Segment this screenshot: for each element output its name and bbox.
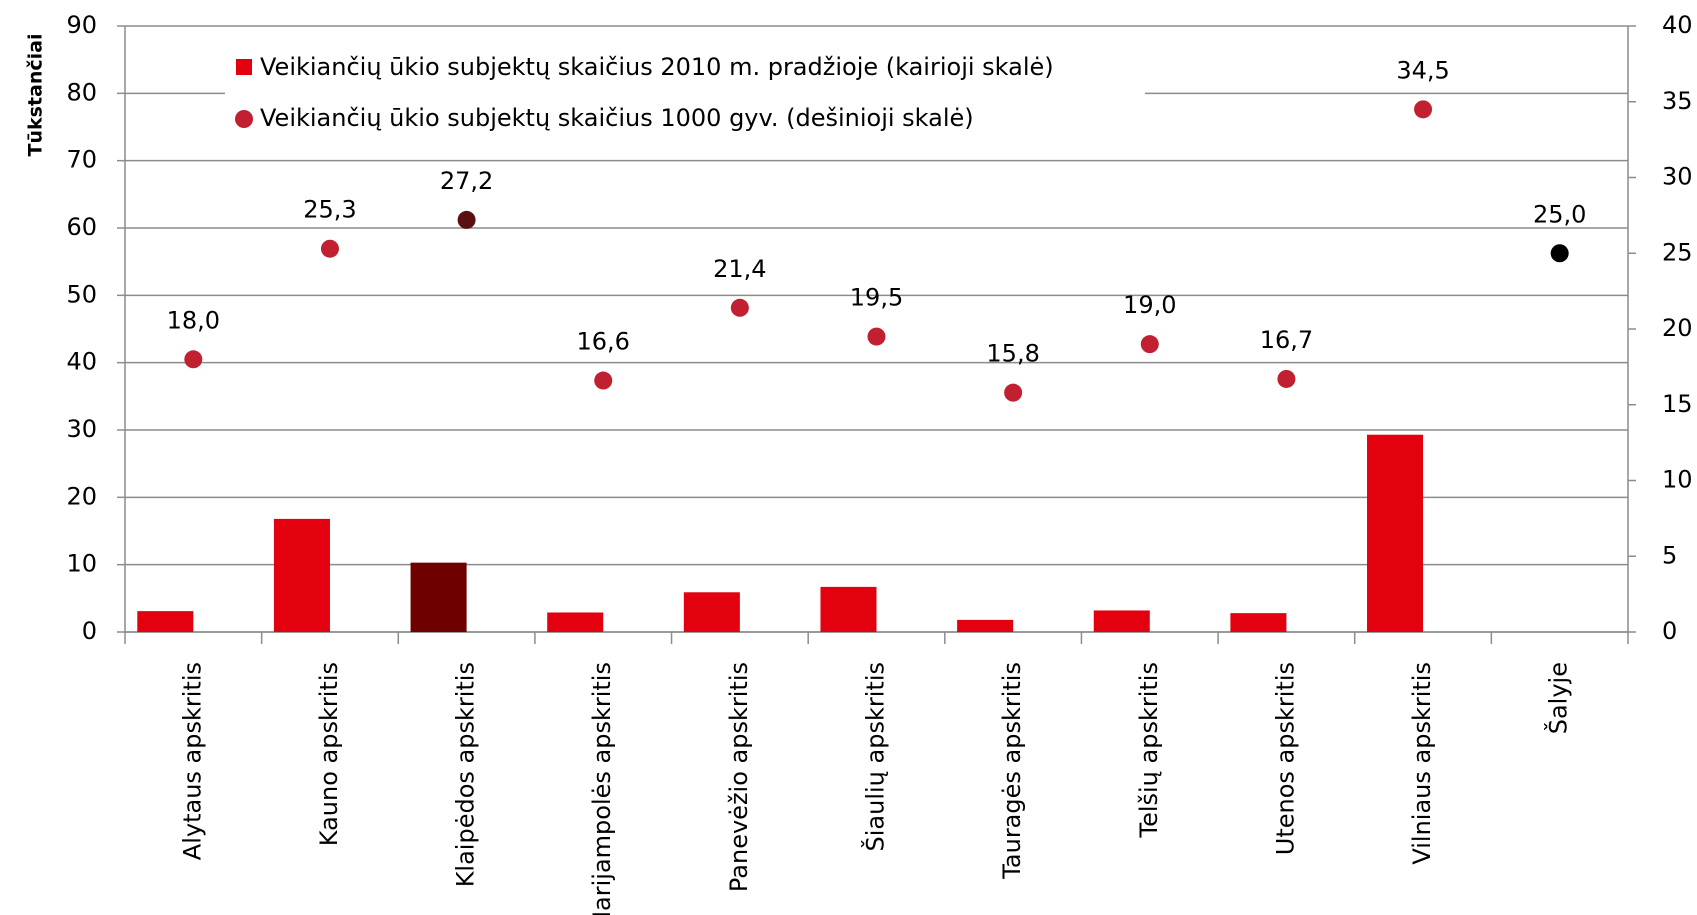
bar xyxy=(683,592,740,632)
y2-tick-label: 20 xyxy=(1662,314,1693,342)
bar xyxy=(547,612,604,632)
x-tick-label: Telšių apskritis xyxy=(1135,662,1163,839)
dot xyxy=(1550,244,1569,263)
y2-tick-label: 10 xyxy=(1662,466,1693,494)
y-tick-label: 0 xyxy=(82,617,97,645)
y-tick-label: 20 xyxy=(66,482,97,510)
x-tick-label: Alytaus apskritis xyxy=(178,662,206,860)
dot xyxy=(1140,335,1159,354)
y2-tick-label: 25 xyxy=(1662,238,1693,266)
dot xyxy=(457,210,476,229)
x-tick-label: Utenos apskritis xyxy=(1271,662,1299,855)
data-label: 16,6 xyxy=(577,328,630,356)
x-tick-label: Panevėžio apskritis xyxy=(725,662,753,892)
y-tick-label: 70 xyxy=(66,146,97,174)
dot xyxy=(730,298,749,317)
dot xyxy=(867,327,886,346)
data-label: 18,0 xyxy=(167,306,220,334)
x-tick-label: Marijampolės apskritis xyxy=(588,662,616,915)
data-label: 25,3 xyxy=(303,196,356,224)
data-label: 21,4 xyxy=(713,255,766,283)
y-tick-label: 40 xyxy=(66,348,97,376)
y-tick-label: 50 xyxy=(66,280,97,308)
data-label: 16,7 xyxy=(1260,326,1313,354)
data-label: 19,0 xyxy=(1123,291,1176,319)
y-tick-label: 60 xyxy=(66,213,97,241)
y2-tick-label: 0 xyxy=(1662,617,1677,645)
y-tick-label: 90 xyxy=(66,11,97,39)
data-label: 27,2 xyxy=(440,167,493,195)
x-tick-label: Klaipėdos apskritis xyxy=(452,662,480,887)
y2-tick-label: 30 xyxy=(1662,163,1693,191)
legend-marker xyxy=(236,59,252,75)
legend-label: Veikiančių ūkio subjektų skaičius 2010 m… xyxy=(260,53,1054,81)
legend-box xyxy=(225,42,1145,140)
x-tick-label: Tauragės apskritis xyxy=(998,662,1026,880)
dot xyxy=(1414,100,1433,119)
bar xyxy=(410,562,467,632)
y2-tick-label: 40 xyxy=(1662,11,1693,39)
bar xyxy=(820,586,877,632)
y2-tick-label: 35 xyxy=(1662,87,1693,115)
bar xyxy=(273,518,330,632)
dot xyxy=(1277,369,1296,388)
bar xyxy=(1230,613,1287,632)
bar xyxy=(1093,610,1150,632)
legend-label: Veikiančių ūkio subjektų skaičius 1000 g… xyxy=(260,104,974,132)
bar xyxy=(1367,434,1424,632)
dot xyxy=(184,350,203,369)
bar xyxy=(137,611,194,632)
data-label: 25,0 xyxy=(1533,200,1586,228)
x-tick-label: Vilniaus apskritis xyxy=(1408,662,1436,865)
y2-tick-label: 15 xyxy=(1662,390,1693,418)
dot xyxy=(1004,383,1023,402)
y-tick-label: 10 xyxy=(66,550,97,578)
data-label: 15,8 xyxy=(986,340,1039,368)
x-tick-label: Šalyje xyxy=(1543,662,1573,734)
dot xyxy=(320,239,339,258)
x-tick-label: Kauno apskritis xyxy=(315,662,343,846)
bar xyxy=(957,619,1014,632)
data-label: 34,5 xyxy=(1396,56,1449,84)
legend-marker xyxy=(235,110,253,128)
y-tick-label: 80 xyxy=(66,78,97,106)
data-label: 19,5 xyxy=(850,284,903,312)
y-axis-label: Tūkstančiai xyxy=(25,34,47,157)
x-tick-label: Šiaulių apskritis xyxy=(860,662,890,851)
y2-tick-label: 5 xyxy=(1662,541,1677,569)
y-tick-label: 30 xyxy=(66,415,97,443)
dot xyxy=(594,371,613,390)
